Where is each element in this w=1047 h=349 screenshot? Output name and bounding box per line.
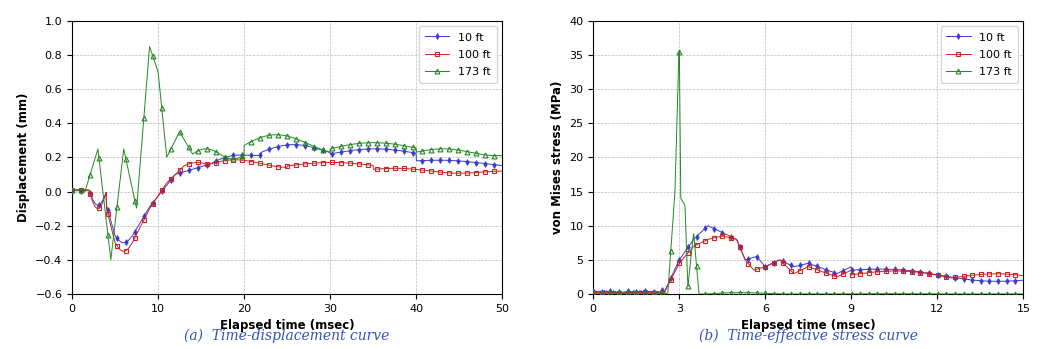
Y-axis label: Displacement (mm): Displacement (mm) [17, 93, 29, 222]
Line: 173 ft: 173 ft [70, 44, 505, 262]
10 ft [912, 270, 925, 274]
Line: 100 ft: 100 ft [70, 158, 505, 253]
100 ft [496, 169, 509, 173]
173 ft [693, 292, 706, 296]
Line: 173 ft: 173 ft [591, 49, 1026, 297]
173 ft [894, 292, 907, 296]
100 ft [66, 188, 79, 192]
Legend: 10 ft, 100 ft, 173 ft: 10 ft, 100 ft, 173 ft [420, 26, 496, 83]
Legend: 10 ft, 100 ft, 173 ft: 10 ft, 100 ft, 173 ft [940, 26, 1018, 83]
10 ft [959, 277, 972, 281]
100 ft [699, 239, 712, 243]
10 ft [252, 153, 265, 157]
173 ft [124, 173, 136, 178]
173 ft [496, 154, 509, 158]
10 ft [701, 224, 714, 228]
100 ft [228, 158, 241, 162]
10 ft [287, 142, 299, 147]
X-axis label: Elapsed time (msec): Elapsed time (msec) [741, 319, 875, 332]
Text: (b)  Time-effective stress curve: (b) Time-effective stress curve [698, 329, 918, 343]
10 ft [597, 292, 609, 296]
173 ft [253, 136, 266, 140]
100 ft [716, 234, 729, 238]
173 ft [66, 188, 79, 192]
173 ft [772, 292, 784, 296]
173 ft [633, 291, 646, 296]
10 ft [634, 290, 647, 294]
100 ft [117, 249, 130, 253]
10 ft [1017, 278, 1029, 282]
100 ft [911, 270, 923, 274]
Y-axis label: von Mises stress (MPa): von Mises stress (MPa) [551, 81, 564, 234]
173 ft [587, 291, 600, 296]
100 ft [211, 160, 224, 164]
173 ft [138, 102, 151, 106]
173 ft [105, 258, 117, 262]
100 ft [302, 162, 314, 166]
10 ft [124, 237, 136, 242]
10 ft [66, 188, 79, 193]
173 ft [673, 50, 686, 54]
173 ft [959, 292, 972, 296]
173 ft [1017, 292, 1029, 296]
10 ft [699, 226, 712, 230]
Line: 10 ft: 10 ft [70, 142, 505, 245]
100 ft [292, 162, 305, 166]
100 ft [138, 216, 151, 220]
100 ft [772, 259, 784, 263]
10 ft [117, 241, 130, 245]
10 ft [211, 158, 224, 163]
10 ft [138, 213, 151, 217]
Line: 10 ft: 10 ft [592, 224, 1025, 296]
173 ft [143, 44, 156, 49]
X-axis label: Elapsed time (msec): Elapsed time (msec) [220, 319, 355, 332]
100 ft [587, 291, 600, 295]
10 ft [292, 143, 305, 147]
173 ft [302, 142, 314, 146]
100 ft [1017, 274, 1029, 278]
100 ft [633, 291, 646, 295]
Line: 100 ft: 100 ft [592, 234, 1025, 295]
173 ft [699, 292, 712, 296]
100 ft [124, 245, 136, 249]
100 ft [894, 269, 907, 273]
10 ft [894, 268, 907, 272]
10 ft [587, 289, 600, 293]
10 ft [496, 163, 509, 168]
173 ft [292, 138, 305, 142]
Text: (a)  Time-displacement curve: (a) Time-displacement curve [184, 329, 389, 343]
100 ft [959, 274, 972, 278]
10 ft [772, 259, 784, 263]
100 ft [253, 161, 266, 165]
173 ft [211, 151, 224, 155]
173 ft [912, 292, 925, 296]
10 ft [302, 144, 314, 148]
